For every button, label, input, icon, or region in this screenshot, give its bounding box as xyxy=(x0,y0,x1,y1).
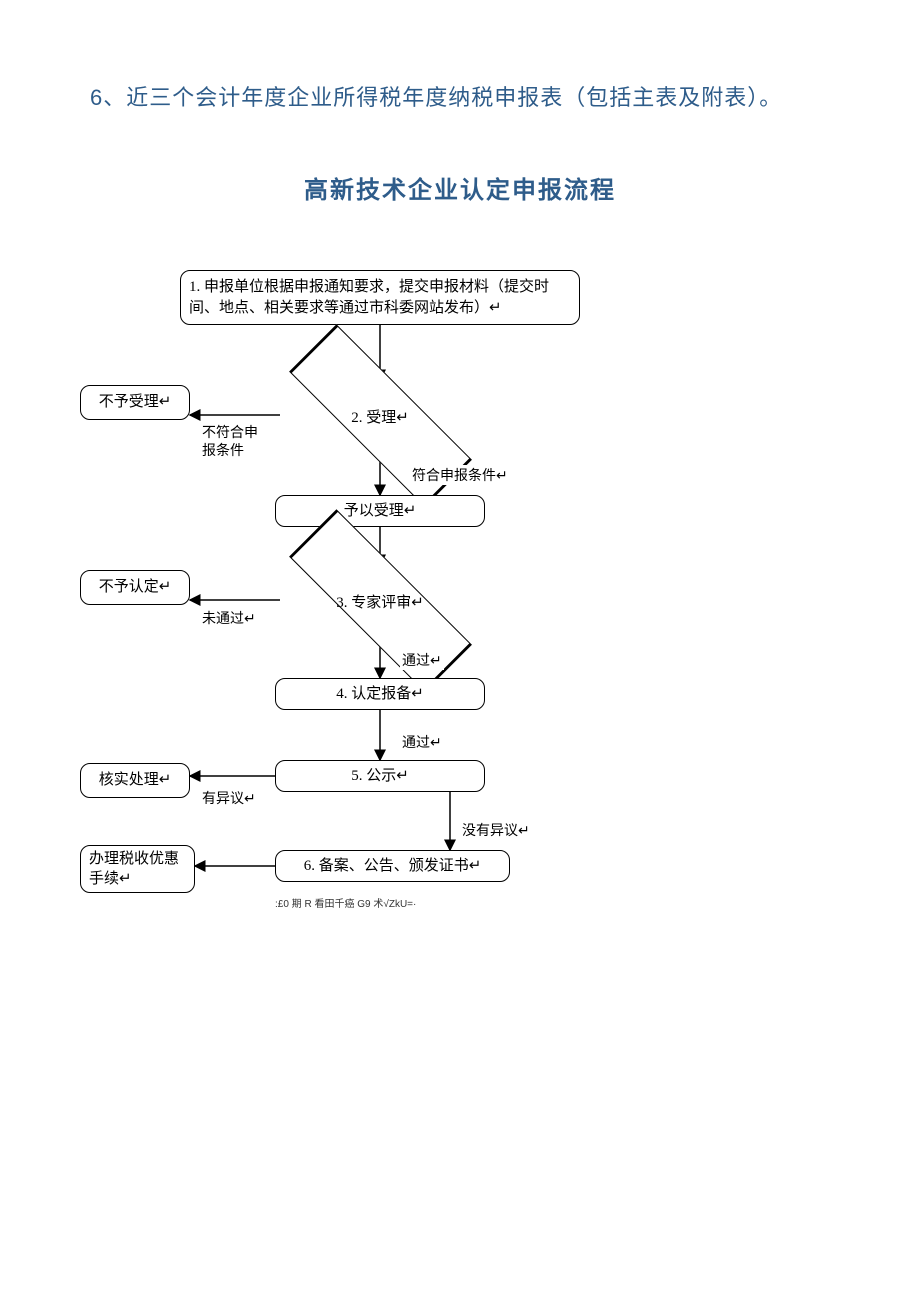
flow-node-nL6: 核实处理↵ xyxy=(80,763,190,798)
flow-node-n5: 4. 认定报备↵ xyxy=(275,678,485,710)
flowchart: 1. 申报单位根据申报通知要求，提交申报材料（提交时间、地点、相关要求等通过市科… xyxy=(80,270,680,990)
flow-node-label-n4: 3. 专家评审↵ xyxy=(280,591,480,612)
flow-edge-label-n2-nL2: 不符合申报条件 xyxy=(200,425,275,461)
flow-node-n1: 1. 申报单位根据申报通知要求，提交申报材料（提交时间、地点、相关要求等通过市科… xyxy=(180,270,580,325)
flow-node-nL4: 不予认定↵ xyxy=(80,570,190,605)
flow-node-n2: 2. 受理↵ xyxy=(280,380,480,450)
flow-node-n3: 予以受理↵ xyxy=(275,495,485,527)
flow-node-n6: 5. 公示↵ xyxy=(275,760,485,792)
flow-node-nL7: 办理税收优惠手续↵ xyxy=(80,845,195,893)
flow-edge-label-n6-n7: 没有异议↵ xyxy=(460,820,532,840)
flow-edge-label-n5-n6: 通过↵ xyxy=(400,732,444,752)
flow-edge-label-n6-nL6: 有异议↵ xyxy=(200,788,258,808)
flow-edge-label-n4-n5: 通过↵ xyxy=(400,650,444,670)
flow-node-n7: 6. 备案、公告、颁发证书↵ xyxy=(275,850,510,882)
diagram-title: 高新技术企业认定申报流程 xyxy=(0,170,920,205)
flow-node-label-n2: 2. 受理↵ xyxy=(280,406,480,427)
flow-edge-label-n2-n3: 符合申报条件↵ xyxy=(410,465,510,485)
flow-node-nL2: 不予受理↵ xyxy=(80,385,190,420)
page-heading: 6、近三个会计年度企业所得税年度纳税申报表（包括主表及附表）。 xyxy=(90,80,870,112)
diagram-caption: :£0 期 R 看田千癌 G9 术√ZkU=· xyxy=(275,895,416,910)
flow-node-n4: 3. 专家评审↵ xyxy=(280,565,480,635)
flow-edge-label-n4-nL4: 未通过↵ xyxy=(200,608,258,628)
